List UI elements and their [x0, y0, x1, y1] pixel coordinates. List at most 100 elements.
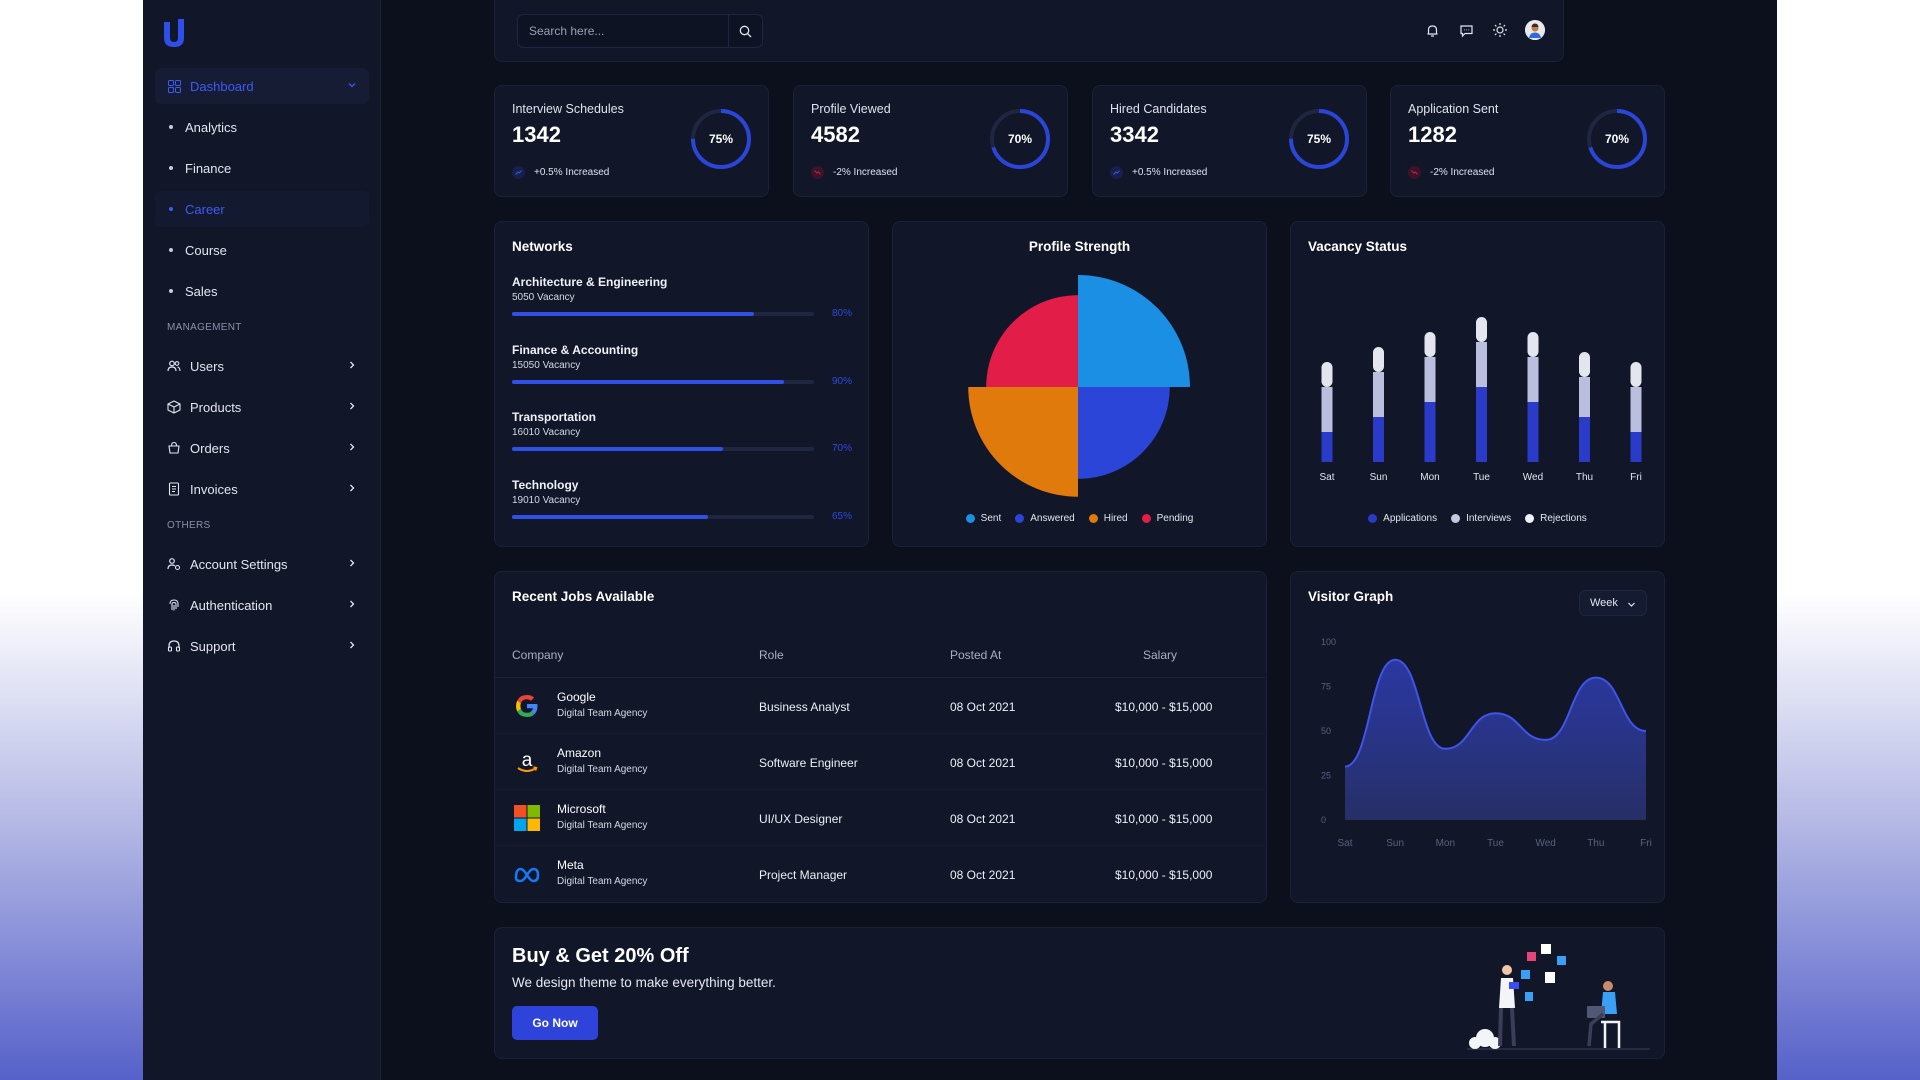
bar-applications-thu — [1579, 417, 1590, 462]
stat-delta: -2% Increased — [1408, 166, 1494, 179]
table-row[interactable]: Microsoft Digital Team Agency UI/UX Desig… — [495, 790, 1265, 846]
bullet-icon — [169, 166, 173, 170]
network-name: Finance & Accounting — [512, 343, 639, 357]
go-now-button[interactable]: Go Now — [512, 1006, 598, 1040]
progress-label: 70% — [831, 443, 852, 454]
bar-applications-wed — [1527, 402, 1539, 462]
brand-logo[interactable] — [161, 18, 187, 50]
range-dropdown[interactable]: Week — [1579, 590, 1647, 616]
promo-banner: Buy & Get 20% Off We design theme to mak… — [494, 927, 1665, 1059]
sidebar-item-support[interactable]: Support — [155, 628, 369, 664]
stat-delta: +0.5% Increased — [512, 166, 609, 179]
salary-cell: $10,000 - $15,000 — [1115, 756, 1213, 770]
sidebar-item-career[interactable]: Career — [155, 191, 369, 227]
sidebar-item-invoices[interactable]: Invoices — [155, 471, 369, 507]
progress-ring — [691, 109, 751, 169]
bell-icon[interactable] — [1423, 21, 1441, 39]
sidebar-item-authentication[interactable]: Authentication — [155, 587, 369, 623]
chat-icon[interactable] — [1457, 21, 1475, 39]
posted-at-cell: 08 Oct 2021 — [950, 756, 1016, 770]
sidebar-item-label: Products — [190, 399, 242, 415]
company-name: Meta — [557, 858, 584, 872]
legend-item: Answered — [1015, 513, 1075, 524]
search-button[interactable] — [728, 15, 762, 47]
user-settings-icon — [167, 557, 181, 571]
stat-card-application-sent: Application Sent 1282 -2% Increased 70% — [1390, 85, 1665, 197]
network-vacancy: 5050 Vacancy — [512, 292, 575, 303]
company-team: Digital Team Agency — [557, 708, 648, 719]
table-row[interactable]: Google Digital Team Agency Business Analy… — [495, 678, 1265, 734]
progress-fill — [512, 515, 709, 519]
fingerprint-icon — [167, 598, 181, 612]
bar-rejections-wed — [1527, 332, 1539, 357]
card-title: Recent Jobs Available — [512, 589, 655, 604]
progress-ring — [990, 109, 1050, 169]
stat-card-profile-viewed: Profile Viewed 4582 -2% Increased 70% — [793, 85, 1068, 197]
company-cell: Amazon Digital Team Agency — [557, 746, 647, 775]
sidebar-item-sales[interactable]: Sales — [155, 273, 369, 309]
x-tick-label: Wed — [1523, 472, 1543, 483]
column-header: Salary — [1143, 648, 1178, 662]
sidebar-item-orders[interactable]: Orders — [155, 430, 369, 466]
sidebar-item-dashboard[interactable]: Dashboard — [155, 68, 369, 104]
table-row[interactable]: Meta Digital Team Agency Project Manager … — [495, 846, 1265, 902]
sidebar-item-account-settings[interactable]: Account Settings — [155, 546, 369, 582]
network-name: Technology — [512, 478, 579, 492]
bar-interviews-sat — [1321, 387, 1333, 432]
table-row[interactable]: a Amazon Digital Team Agency Software Eng… — [495, 734, 1265, 790]
company-name: Amazon — [557, 746, 602, 760]
avatar[interactable] — [1525, 20, 1545, 40]
sidebar-item-finance[interactable]: Finance — [155, 150, 369, 186]
legend-item: Hired — [1088, 513, 1128, 524]
progress-bar — [512, 447, 814, 451]
stat-card-hired: Hired Candidates 3342 +0.5% Increased 75… — [1092, 85, 1367, 197]
progress-fill — [512, 312, 754, 316]
table-header: Company Role Posted At Salary — [495, 634, 1265, 678]
recent-jobs-card: Recent Jobs Available Company Role Poste… — [494, 571, 1267, 903]
sidebar-item-course[interactable]: Course — [155, 232, 369, 268]
sidebar-item-products[interactable]: Products — [155, 389, 369, 425]
search-icon — [739, 25, 752, 37]
bullet-icon — [169, 289, 173, 293]
bullet-icon — [169, 125, 173, 129]
stat-title: Profile Viewed — [811, 102, 891, 116]
progress-ring-label: 75% — [1306, 132, 1332, 146]
bar-applications-mon — [1424, 402, 1436, 462]
stat-delta-text: +0.5% Increased — [1132, 167, 1208, 178]
company-name: Microsoft — [557, 802, 606, 816]
legend-label: Rejections — [1540, 513, 1587, 524]
vacancy-status-bar-chart: Sat Sun Mon Tue Wed Thu Fri — [1319, 317, 1642, 483]
card-title: Vacancy Status — [1308, 239, 1408, 254]
trend-down-icon — [811, 166, 824, 179]
pie-slice-hired — [968, 387, 1078, 497]
invoice-icon — [167, 482, 181, 496]
stat-value: 1342 — [512, 122, 561, 147]
sidebar-item-users[interactable]: Users — [155, 348, 369, 384]
stat-title: Application Sent — [1408, 102, 1499, 116]
top-actions — [1423, 20, 1545, 40]
app-window: Dashboard Analytics Finance Career Cours… — [143, 0, 1777, 1080]
pie-slice-pending — [986, 295, 1078, 387]
jobs-table: Company Role Posted At Salary Google Digi… — [495, 634, 1265, 902]
networks-card: Networks Architecture & Engineering 5050… — [494, 221, 869, 547]
y-tick-label: 50 — [1321, 726, 1331, 736]
chart-legend: Applications Interviews Rejections — [1291, 513, 1664, 524]
sun-icon[interactable] — [1491, 21, 1509, 39]
sidebar-nav: Dashboard Analytics Finance Career Cours… — [155, 68, 369, 669]
x-tick-label: Wed — [1535, 838, 1555, 849]
bar-rejections-fri — [1630, 362, 1642, 387]
role-cell: Business Analyst — [759, 700, 850, 714]
pie-slice-sent — [1078, 275, 1190, 387]
company-name: Google — [557, 690, 596, 704]
chevron-right-icon — [350, 484, 355, 492]
trend-down-icon — [1408, 166, 1421, 179]
legend-swatch — [1141, 514, 1151, 523]
network-name: Architecture & Engineering — [512, 275, 668, 289]
profile-strength-pie-chart — [968, 275, 1190, 497]
vacancy-status-card: Vacancy Status Sat Sun Mon Tue Wed Thu Fri App… — [1290, 221, 1665, 547]
sidebar-item-analytics[interactable]: Analytics — [155, 109, 369, 145]
bullet-icon — [169, 248, 173, 252]
posted-at-cell: 08 Oct 2021 — [950, 812, 1016, 826]
chevron-right-icon — [350, 600, 355, 608]
search-input[interactable] — [518, 15, 728, 47]
